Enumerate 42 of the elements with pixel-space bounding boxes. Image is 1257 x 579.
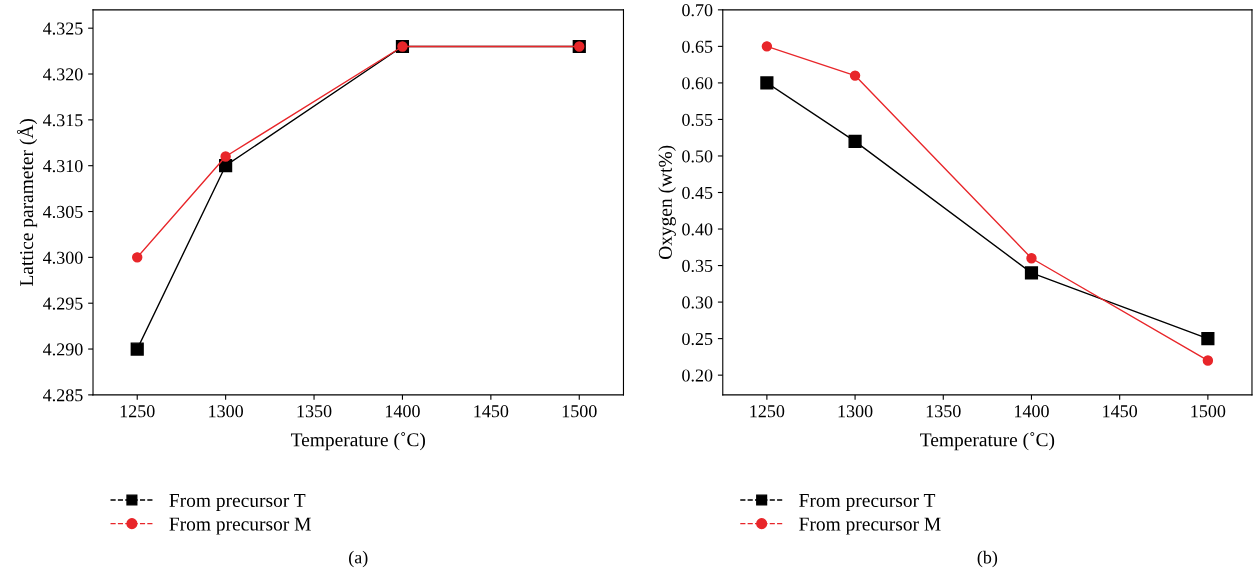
x-tick-label: 1300	[838, 405, 873, 418]
y-tick-label: 0.65	[682, 40, 713, 53]
x-tick-label: 1500	[1191, 405, 1226, 418]
legend-label: From precursor T	[169, 494, 306, 511]
y-tick-label: 0.45	[682, 186, 713, 200]
text: (b)	[977, 550, 998, 568]
y-tick-label: 0.60	[682, 77, 713, 90]
legend-label: From precursor M	[799, 517, 941, 535]
x-tick-label: 1250	[120, 405, 155, 418]
text: (a)	[349, 550, 368, 568]
y-tick-label: 0.30	[682, 296, 713, 309]
y-tick-label: 4.300	[43, 251, 83, 264]
x-tick-label: 1450	[1103, 405, 1138, 418]
y-tick-label: 4.295	[43, 297, 83, 310]
y-axis-title: Lattice parameter (Å)	[16, 119, 38, 287]
y-tick-label: 0.55	[682, 113, 713, 126]
x-axis-title: Temperature (˚C)	[290, 432, 425, 451]
y-tick-label: 4.305	[43, 205, 83, 219]
x-tick-label: 1300	[209, 405, 243, 418]
y-tick-label: 0.70	[682, 4, 713, 17]
y-tick-label: 0.20	[682, 369, 713, 382]
x-tick-label: 1400	[385, 405, 420, 418]
y-tick-label: 0.35	[682, 259, 713, 273]
y-tick-label: 0.25	[682, 332, 713, 346]
y-tick-label: 0.40	[682, 223, 713, 236]
x-tick-label: 1250	[750, 405, 785, 418]
legend-label: From precursor T	[799, 494, 936, 511]
x-tick-label: 1350	[926, 405, 961, 418]
y-tick-label: 0.50	[682, 150, 713, 163]
x-tick-label: 1350	[297, 405, 332, 418]
x-tick-label: 1500	[562, 405, 597, 418]
x-tick-label: 1450	[474, 405, 509, 418]
legend-label: From precursor M	[169, 517, 311, 535]
y-tick-label: 4.285	[43, 389, 83, 402]
y-tick-label: 4.310	[43, 159, 83, 173]
y-tick-label: 4.320	[43, 68, 83, 81]
x-axis-title: Temperature (˚C)	[920, 432, 1055, 451]
y-tick-label: 4.290	[43, 343, 83, 356]
x-tick-label: 1400	[1015, 405, 1049, 418]
y-tick-label: 4.315	[43, 114, 83, 127]
y-axis-title: Oxygen (wt%)	[658, 145, 676, 260]
y-tick-label: 4.325	[43, 22, 83, 35]
